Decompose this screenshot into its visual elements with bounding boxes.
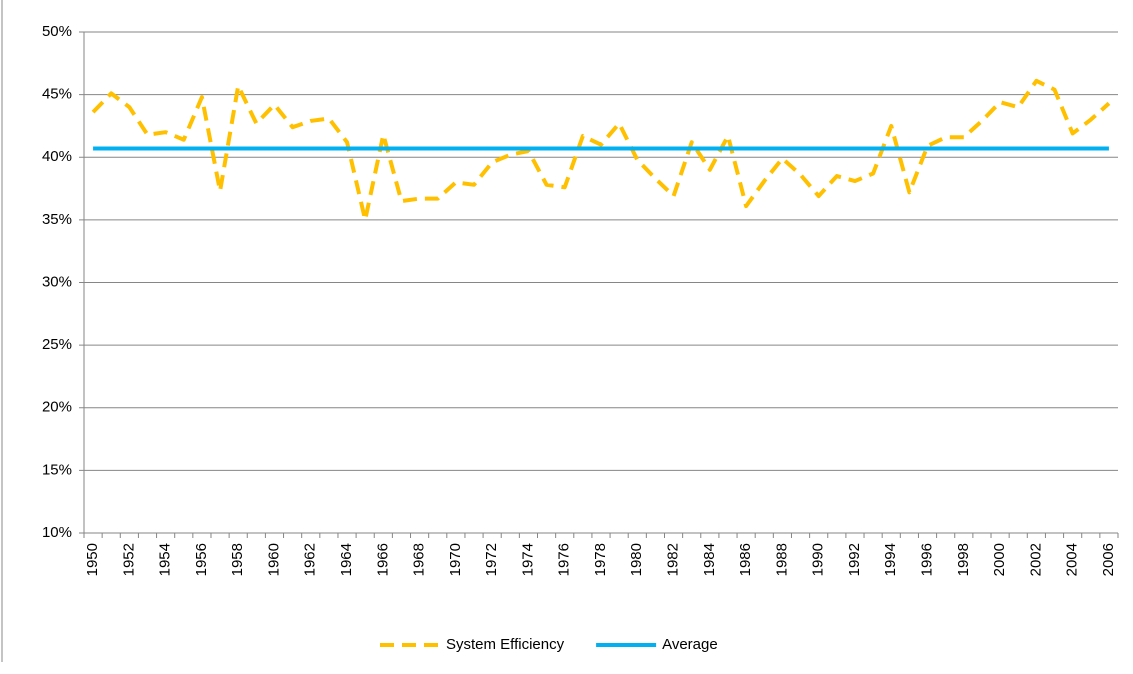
x-tick-label: 1970 xyxy=(447,543,464,576)
x-tick-label: 1996 xyxy=(918,543,935,576)
x-tick-label: 1974 xyxy=(519,543,536,576)
x-tick-label: 1992 xyxy=(846,543,863,576)
legend-label: Average xyxy=(662,636,718,653)
x-tick-label: 1978 xyxy=(592,543,609,576)
y-tick-label: 10% xyxy=(42,524,72,541)
x-tick-label: 1950 xyxy=(84,543,101,576)
x-tick-label: 1958 xyxy=(229,543,246,576)
x-tick-label: 2004 xyxy=(1064,543,1081,576)
x-tick-label: 1990 xyxy=(810,543,827,576)
x-tick-label: 1956 xyxy=(193,543,210,576)
y-tick-label: 40% xyxy=(42,148,72,165)
x-tick-label: 1960 xyxy=(265,543,282,576)
y-tick-label: 35% xyxy=(42,211,72,228)
x-tick-label: 1968 xyxy=(411,543,428,576)
y-tick-label: 45% xyxy=(42,86,72,103)
x-tick-label: 1952 xyxy=(120,543,137,576)
x-tick-label: 2002 xyxy=(1027,543,1044,576)
y-tick-label: 50% xyxy=(42,23,72,40)
x-tick-label: 1980 xyxy=(628,543,645,576)
y-tick-label: 30% xyxy=(42,273,72,290)
x-tick-label: 1966 xyxy=(374,543,391,576)
x-tick-label: 1976 xyxy=(556,543,573,576)
x-tick-label: 1982 xyxy=(665,543,682,576)
y-tick-label: 15% xyxy=(42,461,72,478)
x-tick-label: 1988 xyxy=(773,543,790,576)
legend-label: System Efficiency xyxy=(446,636,565,653)
y-tick-label: 20% xyxy=(42,399,72,416)
line-series xyxy=(91,78,1111,222)
y-tick-label: 25% xyxy=(42,336,72,353)
x-tick-label: 1986 xyxy=(737,543,754,576)
x-tick-label: 1964 xyxy=(338,543,355,576)
x-tick-label: 1984 xyxy=(701,543,718,576)
x-tick-label: 1954 xyxy=(157,543,174,576)
x-tick-label: 1972 xyxy=(483,543,500,576)
x-tick-label: 2006 xyxy=(1100,543,1117,576)
x-tick-label: 2000 xyxy=(991,543,1008,576)
x-tick-label: 1994 xyxy=(882,543,899,576)
x-tick-label: 1998 xyxy=(955,543,972,576)
x-tick-label: 1962 xyxy=(302,543,319,576)
